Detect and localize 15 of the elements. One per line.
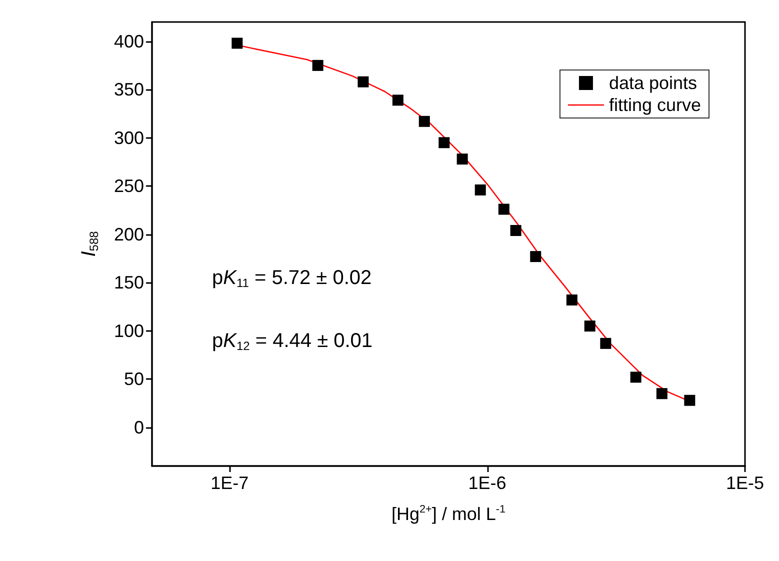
y-tick-label: 400 bbox=[114, 31, 144, 52]
x-tick-label: 1E-6 bbox=[468, 473, 506, 493]
y-tick-label: 250 bbox=[114, 176, 144, 196]
x-tick-label: 1E-5 bbox=[726, 473, 764, 493]
legend-label: data points bbox=[608, 73, 698, 93]
y-tick-label: 200 bbox=[114, 224, 144, 244]
legend-label: fitting curve bbox=[608, 95, 702, 115]
y-tick-label: 350 bbox=[114, 80, 144, 100]
y-tick-label: 150 bbox=[114, 272, 144, 293]
y-tick-label: 50 bbox=[124, 369, 144, 390]
y-axis-title: I588 bbox=[78, 230, 101, 257]
y-tick-label: 0 bbox=[134, 417, 144, 438]
y-tick-label: 300 bbox=[114, 128, 144, 148]
x-tick-label: 1E-7 bbox=[210, 473, 249, 493]
y-tick-label: 100 bbox=[114, 320, 144, 341]
